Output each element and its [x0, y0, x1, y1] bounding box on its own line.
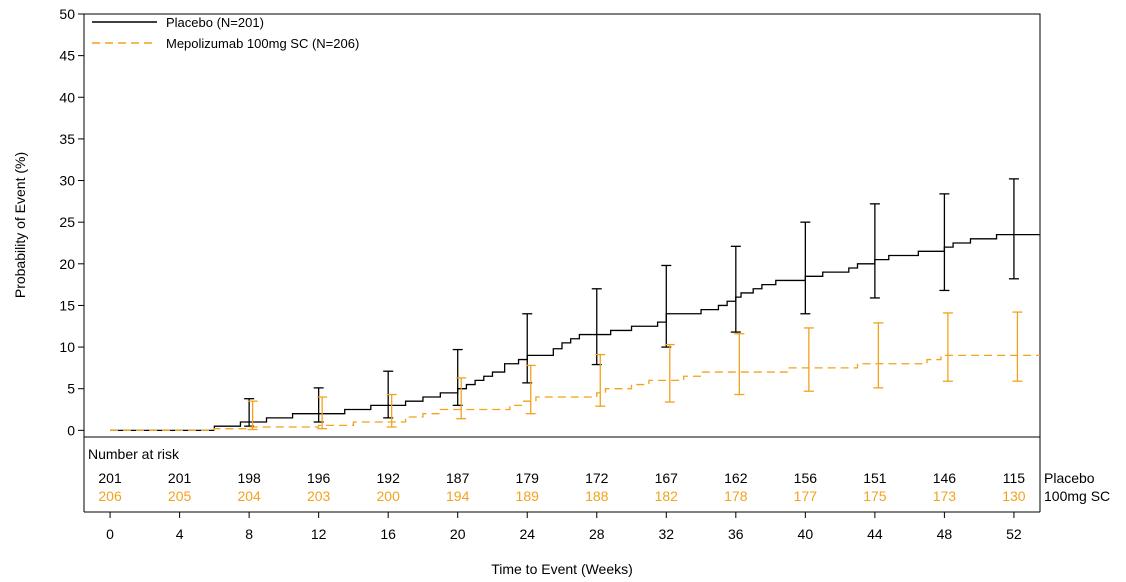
risk-count: 179	[516, 470, 540, 486]
risk-count: 196	[307, 470, 331, 486]
ci-error-bar	[456, 377, 467, 420]
risk-count: 115	[1003, 470, 1026, 486]
ci-error-bar	[730, 245, 741, 333]
y-axis-title: Probability of Event (%)	[12, 152, 28, 298]
risk-table-title: Number at risk	[88, 446, 180, 462]
risk-count: 203	[307, 488, 331, 504]
x-tick-label: 4	[176, 526, 184, 542]
x-tick-label: 52	[1006, 526, 1022, 542]
risk-count: 130	[1002, 488, 1026, 504]
risk-count: 178	[724, 488, 748, 504]
ci-error-bar	[661, 264, 672, 348]
risk-count: 200	[377, 488, 401, 504]
ci-error-bar	[525, 364, 536, 415]
risk-count: 151	[863, 470, 887, 486]
series-placebo	[110, 178, 1040, 431]
risk-count: 204	[237, 488, 261, 504]
y-axis: 0 5 10 15 20 25 30 35 40 45 50	[59, 6, 84, 438]
ci-error-bar	[803, 327, 814, 392]
y-tick-label: 50	[59, 6, 75, 22]
risk-count: 198	[237, 470, 261, 486]
x-tick-label: 32	[659, 526, 675, 542]
risk-count: 172	[585, 470, 609, 486]
risk-row-label: 100mg SC	[1044, 488, 1110, 504]
legend: Placebo (N=201) Mepolizumab 100mg SC (N=2…	[92, 15, 359, 51]
risk-count: 156	[794, 470, 818, 486]
risk-count: 201	[98, 470, 122, 486]
ci-error-bar	[873, 322, 884, 389]
legend-label: Mepolizumab 100mg SC (N=206)	[166, 36, 359, 51]
risk-count: 201	[168, 470, 192, 486]
plot-border	[83, 13, 1041, 438]
y-tick-label: 25	[59, 214, 75, 230]
ci-error-bar	[247, 400, 258, 431]
ci-error-bar	[1012, 311, 1023, 382]
risk-count: 146	[933, 470, 957, 486]
ci-error-bar	[595, 353, 606, 407]
y-tick-label: 10	[59, 339, 75, 355]
y-tick-label: 35	[59, 131, 75, 147]
y-tick-label: 40	[59, 89, 75, 105]
x-tick-label: 48	[937, 526, 953, 542]
x-tick-label: 16	[380, 526, 396, 542]
x-tick-label: 36	[728, 526, 744, 542]
x-tick-label: 24	[519, 526, 535, 542]
series-mepolizumab	[110, 311, 1040, 431]
risk-row-label: Placebo	[1044, 470, 1095, 486]
y-tick-label: 30	[59, 173, 75, 189]
risk-count: 188	[585, 488, 609, 504]
x-tick-label: 8	[245, 526, 253, 542]
y-tick-label: 5	[67, 381, 75, 397]
ci-error-bar	[869, 203, 880, 299]
risk-count: 205	[168, 488, 192, 504]
risk-count: 192	[377, 470, 401, 486]
x-tick-label: 44	[867, 526, 883, 542]
risk-table: Number at risk 201 201 198 196 192 187 179 172 1…	[88, 446, 1110, 504]
ci-error-bar	[800, 221, 811, 315]
x-axis: 0 4 8 12 16 20 24 28 32 36 40 44 48 52	[106, 512, 1022, 542]
y-tick-label: 45	[59, 48, 75, 64]
x-tick-label: 40	[798, 526, 814, 542]
risk-count: 175	[863, 488, 887, 504]
series-layer	[110, 178, 1040, 431]
legend-label: Placebo (N=201)	[166, 15, 264, 30]
risk-count: 182	[655, 488, 679, 504]
risk-count: 194	[446, 488, 470, 504]
risk-count: 162	[724, 470, 748, 486]
risk-count: 189	[516, 488, 540, 504]
ci-error-bar	[1008, 178, 1019, 280]
step-curve	[110, 234, 1040, 431]
ci-error-bar	[939, 193, 950, 292]
y-tick-label: 15	[59, 297, 75, 313]
x-axis-title: Time to Event (Weeks)	[491, 561, 633, 577]
x-tick-label: 28	[589, 526, 605, 542]
x-tick-label: 20	[450, 526, 466, 542]
ci-error-bar	[664, 343, 675, 403]
ci-error-bar	[734, 333, 745, 396]
ci-error-bar	[386, 393, 397, 428]
ci-error-bar	[317, 396, 328, 430]
risk-count: 167	[655, 470, 679, 486]
y-tick-label: 0	[67, 422, 75, 438]
y-tick-label: 20	[59, 256, 75, 272]
plot-frame	[83, 13, 1041, 513]
risk-count: 173	[933, 488, 957, 504]
risk-count: 187	[446, 470, 470, 486]
x-tick-label: 0	[106, 526, 114, 542]
risk-count: 177	[794, 488, 818, 504]
risk-count: 206	[98, 488, 122, 504]
ci-error-bar	[591, 288, 602, 366]
x-tick-label: 12	[311, 526, 327, 542]
ci-error-bar	[942, 312, 953, 382]
